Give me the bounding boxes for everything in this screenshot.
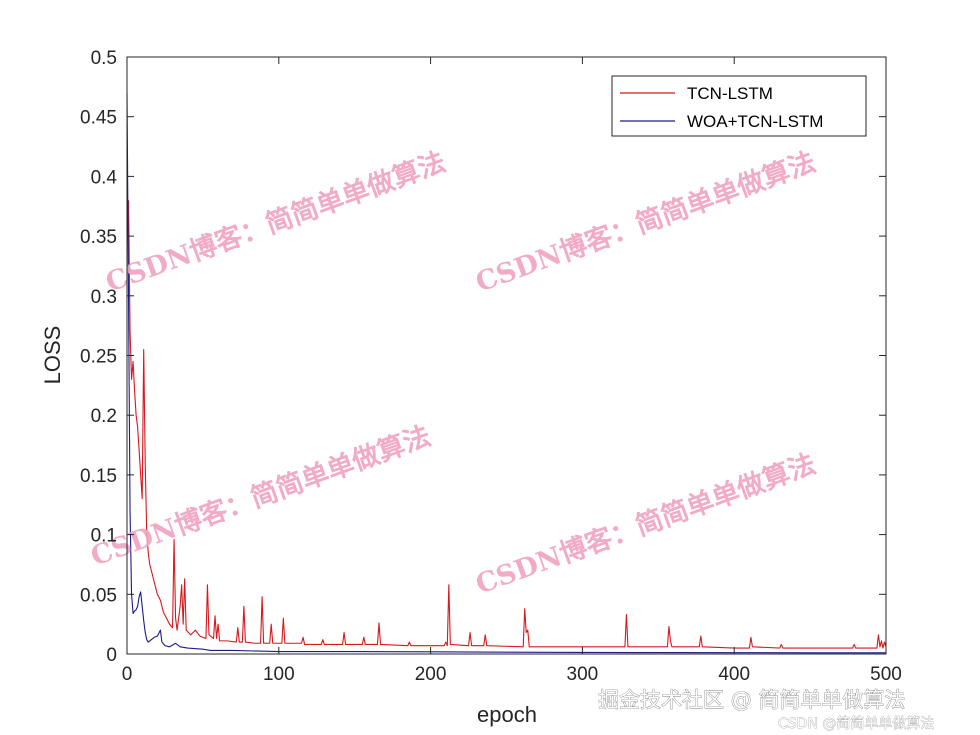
corner-watermark-sub: CSDN @简简单单做算法 [778,715,934,732]
legend-box [611,75,867,137]
x-tick-label: 100 [263,664,295,685]
x-tick-label: 500 [870,664,902,685]
y-axis-label: LOSS [40,326,65,385]
x-tick-label: 400 [718,664,750,685]
y-tick-label: 0.1 [91,526,117,547]
legend-label-tcn-lstm: TCN-LSTM [687,84,773,103]
y-tick-label: 0.05 [80,585,117,606]
corner-watermark-main: 掘金技术社区 @ 简简单单做算法 [598,688,905,712]
y-tick-label: 0.25 [80,347,117,368]
y-tick-label: 0.35 [80,227,117,248]
x-tick-label: 0 [122,664,133,685]
legend-label-woa-tcn-lstm: WOA+TCN-LSTM [687,112,823,131]
x-tick-label: 200 [415,664,447,685]
y-tick-label: 0 [106,645,117,666]
plot-area [127,57,886,654]
y-tick-label: 0.4 [91,167,118,188]
plot-background [127,57,886,654]
y-tick-label: 0.3 [91,287,117,308]
series-line-tcn-lstm [127,200,887,649]
x-tick-label: 300 [567,664,599,685]
legend: TCN-LSTM WOA+TCN-LSTM [611,75,867,137]
y-tick-label: 0.45 [80,108,117,129]
y-tick-label: 0.5 [91,48,117,69]
x-axis-label: epoch [477,702,537,727]
axes-layer: 0 100 200 300 400 500 0 0.05 0.1 0.15 0.2 0.25 0.3 0.… [80,48,902,685]
y-tick-label: 0.15 [80,466,117,487]
y-tick-label: 0.2 [91,406,117,427]
